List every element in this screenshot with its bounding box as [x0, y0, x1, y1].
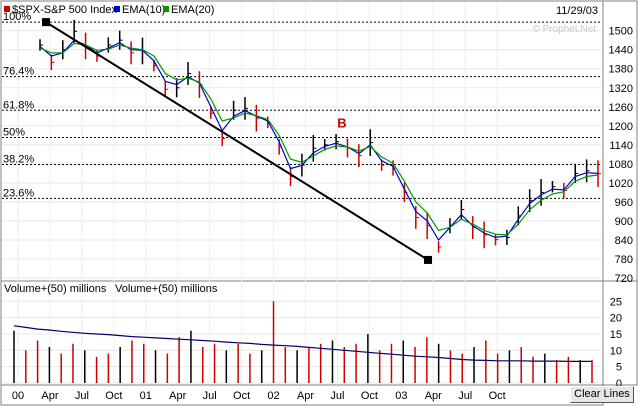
volume-tick-label: 20	[610, 313, 622, 325]
x-tick-label: Apr	[425, 390, 442, 402]
y-tick-label: 720	[615, 273, 633, 285]
volume-tick-label: 25	[610, 296, 622, 308]
fib-label: 23.6%	[3, 187, 34, 199]
y-tick-label: 840	[615, 235, 633, 247]
y-tick-label: 1200	[609, 121, 633, 133]
y-tick-label: 900	[615, 216, 633, 228]
trendline-group	[42, 18, 432, 264]
x-tick-label: Apr	[169, 390, 186, 402]
x-tick-label: Jul	[75, 390, 89, 402]
trendline-handle-end	[424, 255, 432, 264]
x-tick-label: 01	[140, 390, 152, 402]
y-tick-label: 1140	[609, 140, 633, 152]
legend-label-ema10: EMA(10)	[122, 4, 165, 16]
x-tick-label: Oct	[361, 390, 378, 402]
fib-lines: 100% 76.4% 61.8% 50% 38.2% 23.6%	[2, 11, 602, 199]
volume-legend-label-1: Volume+(50) millions	[4, 283, 107, 295]
ema10-line	[39, 39, 599, 242]
y-axis-price: 1500 1440 1380 1320 1260 1200 1140 1080 1020 960 9…	[609, 26, 633, 285]
y-tick-label: 1500	[609, 26, 633, 38]
legend-label-spx: $SPX-S&P 500 Index	[12, 4, 117, 16]
trendline-handle-start	[42, 18, 50, 27]
x-tick-label: Oct	[233, 390, 250, 402]
y-axis-volume: 25 20 15 10 5 0	[610, 296, 622, 390]
date-label: 11/29/03	[556, 5, 598, 17]
x-tick-label: 03	[395, 390, 407, 402]
clear-lines-button[interactable]: Clear Lines	[570, 386, 634, 403]
chart-legend: $SPX-S&P 500 Index EMA(10) EMA(20) 11/29…	[4, 4, 598, 35]
y-tick-label: 780	[615, 254, 633, 266]
y-tick-label: 1320	[609, 83, 633, 95]
x-tick-label: Oct	[489, 390, 506, 402]
legend-swatch-ema20	[163, 6, 169, 12]
x-tick-label: Apr	[297, 390, 314, 402]
x-tick-label: Oct	[105, 390, 122, 402]
trendline	[45, 21, 429, 261]
x-tick-label: Jul	[330, 390, 344, 402]
ema-lines	[39, 39, 599, 242]
x-tick-label: Jul	[458, 390, 472, 402]
volume-panel	[0, 280, 604, 386]
x-tick-label: 00	[12, 390, 24, 402]
legend-label-ema20: EMA(20)	[171, 4, 214, 16]
ema20-line	[39, 42, 599, 236]
x-tick-label: Apr	[41, 390, 58, 402]
y-tick-label: 1260	[609, 102, 633, 114]
x-tick-label: Jul	[203, 390, 217, 402]
volume-ma-path	[13, 325, 592, 362]
y-tick-label: 1380	[609, 64, 633, 76]
legend-swatch-spx	[4, 6, 10, 12]
volume-ma-line	[13, 325, 592, 362]
y-tick-label: 1440	[609, 45, 633, 57]
y-tick-label: 960	[615, 197, 633, 209]
y-tick-label: 1020	[609, 178, 633, 190]
volume-axis-panel	[602, 280, 638, 386]
legend-swatch-ema10	[114, 6, 120, 12]
volume-tick-label: 15	[610, 329, 622, 341]
fib-label: 76.4%	[3, 66, 34, 78]
volume-legend: Volume+(50) millions Volume+(50) million…	[4, 283, 218, 295]
fib-label: 50%	[3, 127, 25, 139]
volume-legend-label-2: Volume+(50) millions	[115, 283, 218, 295]
price-axis-panel	[602, 0, 638, 282]
price-panel	[0, 0, 604, 282]
fib-label: 100%	[3, 11, 31, 23]
y-tick-label: 1080	[609, 159, 633, 171]
fib-label: 61.8%	[3, 99, 34, 111]
annotation-b: B	[337, 115, 346, 130]
volume-tick-label: 10	[610, 345, 622, 357]
watermark: © Prophet.Net	[532, 24, 596, 35]
volume-tick-label: 0	[616, 378, 622, 390]
x-tick-label: 02	[267, 390, 279, 402]
volume-tick-label: 5	[616, 362, 622, 374]
fib-label: 38.2%	[3, 153, 34, 165]
x-axis: 00 Apr Jul Oct 01 Apr Jul Oct 02 Apr Jul Oct 03 Apr Ju…	[12, 390, 506, 402]
grid-lines	[2, 2, 602, 384]
